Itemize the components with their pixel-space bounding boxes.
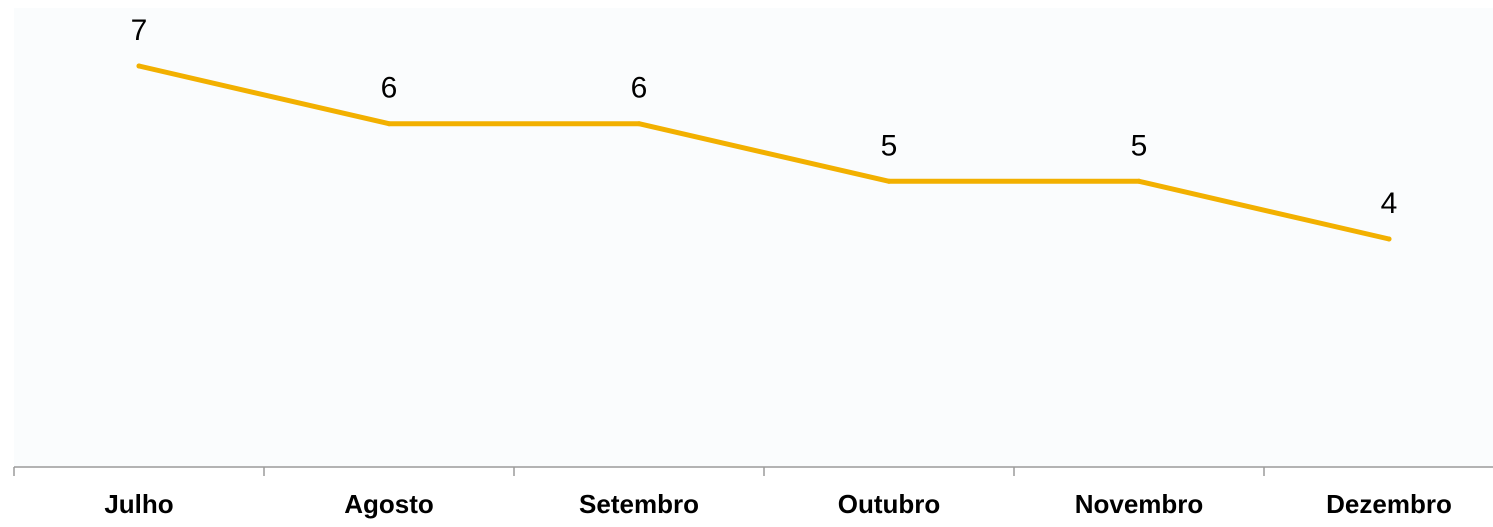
data-point (136, 63, 142, 69)
series-line (136, 63, 1392, 242)
data-point (1386, 236, 1392, 242)
data-point (886, 178, 892, 184)
plot-area-background (14, 8, 1493, 466)
x-tick-label: Julho (104, 489, 173, 519)
x-tick-label: Agosto (344, 489, 434, 519)
x-tick-label: Dezembro (1326, 489, 1452, 519)
data-label: 5 (1131, 129, 1148, 162)
data-label: 4 (1381, 187, 1398, 220)
data-label: 7 (131, 14, 148, 47)
x-tick-label: Outubro (838, 489, 941, 519)
series-layer (136, 63, 1392, 242)
data-point (1136, 178, 1142, 184)
data-point (386, 121, 392, 127)
x-tick-label: Novembro (1075, 489, 1204, 519)
x-tick-label: Setembro (579, 489, 699, 519)
data-point (636, 121, 642, 127)
x-tick-label-layer: Julho Agosto Setembro Outubro Novembro Dezemb… (104, 489, 1452, 519)
x-axis (13, 466, 1493, 476)
data-label-layer: 7 6 6 5 5 4 (131, 14, 1398, 220)
data-label: 6 (631, 72, 648, 105)
data-label: 5 (881, 129, 898, 162)
data-label: 6 (381, 72, 398, 105)
